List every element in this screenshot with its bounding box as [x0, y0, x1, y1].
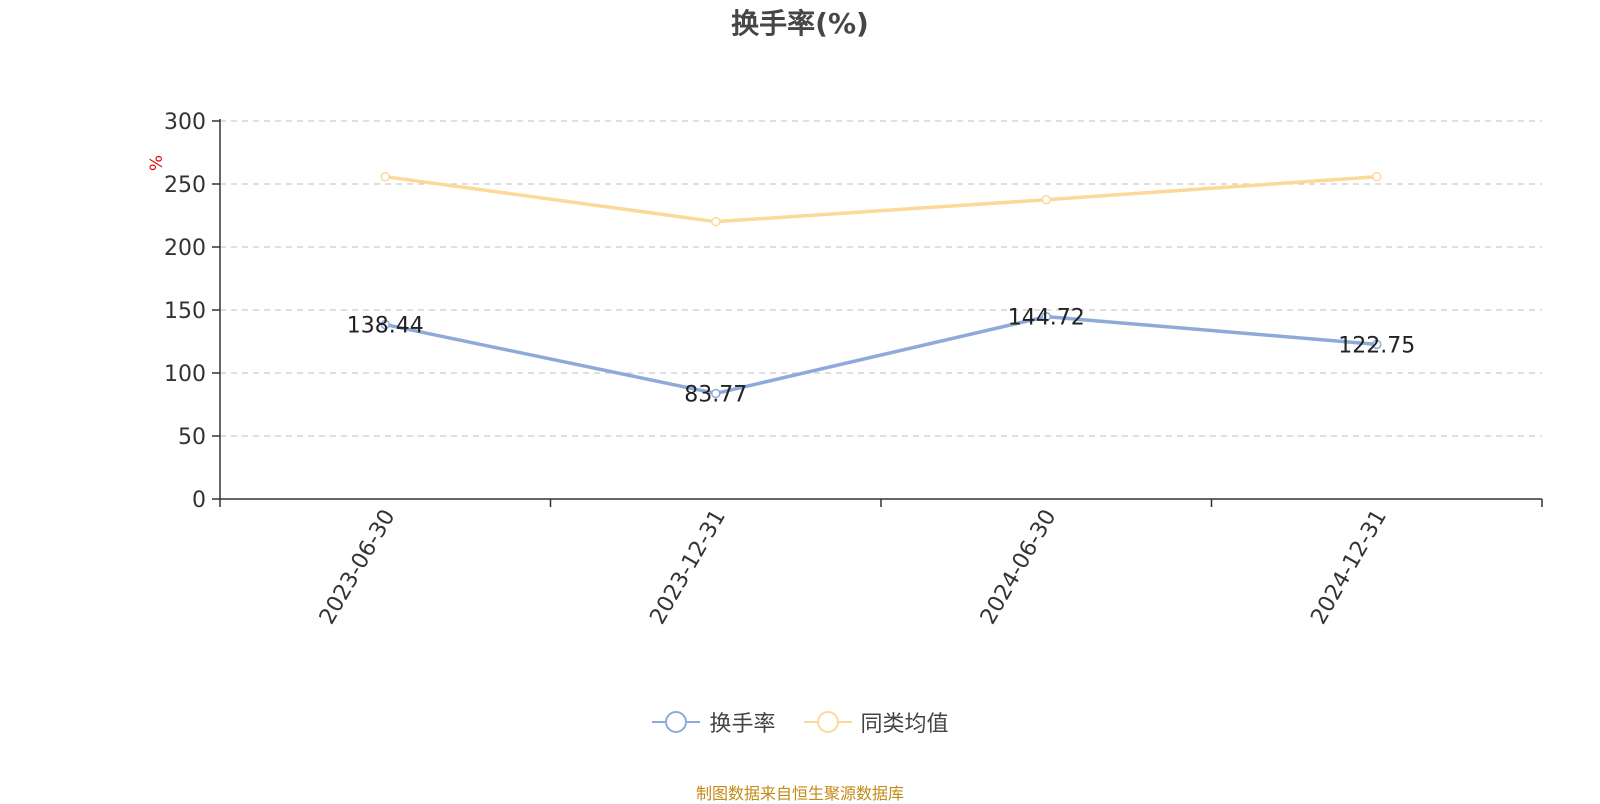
y-tick-label: 300: [164, 110, 206, 135]
y-tick-label: 200: [164, 236, 206, 261]
data-label: 138.44: [347, 314, 424, 339]
y-tick-label: 0: [192, 488, 206, 513]
y-tick-label: 250: [164, 173, 206, 198]
legend-label-peer-average: 同类均值: [860, 712, 949, 737]
data-point: [380, 319, 390, 330]
line-chart: 0 50 100 150 200 250 300% 2023-06-30 2023-12-31 2…: [147, 110, 1543, 629]
data-label: 144.72: [1008, 306, 1085, 331]
y-axis-label: %: [147, 155, 167, 171]
x-tick-label: 2024-06-30: [976, 506, 1062, 629]
legend-line-circle-icon: [652, 711, 701, 733]
series-line: [385, 174, 1377, 224]
data-point: [380, 171, 390, 182]
data-point: [1372, 339, 1382, 350]
data-label: 122.75: [1338, 333, 1415, 358]
legend-label-turnover: 换手率: [709, 712, 776, 737]
chart-title: 换手率(%): [731, 7, 869, 40]
x-tick-label: 2024-12-31: [1306, 506, 1392, 629]
series: [380, 171, 1382, 399]
x-tick-label: 2023-12-31: [645, 506, 731, 629]
y-tick-label: 150: [164, 299, 206, 324]
grid-lines: [220, 120, 1542, 437]
data-label: 83.77: [684, 382, 747, 407]
data-point: [711, 388, 721, 399]
x-tick-label: 2023-06-30: [315, 506, 401, 629]
data-source-note: 制图数据来自恒生聚源数据库: [695, 784, 904, 803]
y-tick-label: 50: [178, 425, 206, 450]
data-labels: 138.44 83.77 144.72 122.75: [347, 306, 1415, 408]
series-line: [384, 314, 1377, 396]
y-tick-label: 100: [164, 362, 206, 387]
legend-line-circle-icon: [803, 711, 852, 733]
legend: 换手率 同类均值: [0, 706, 1600, 740]
data-point: [711, 216, 721, 227]
legend-item-turnover[interactable]: 换手率: [651, 706, 776, 738]
data-point: [1041, 195, 1051, 205]
data-point: [1041, 311, 1051, 322]
axes: 0 50 100 150 200 250 300% 2023-06-30 2023-12-31 2…: [147, 110, 1543, 629]
legend-item-peer-average[interactable]: 同类均值: [803, 706, 949, 738]
data-point: [1372, 171, 1382, 182]
